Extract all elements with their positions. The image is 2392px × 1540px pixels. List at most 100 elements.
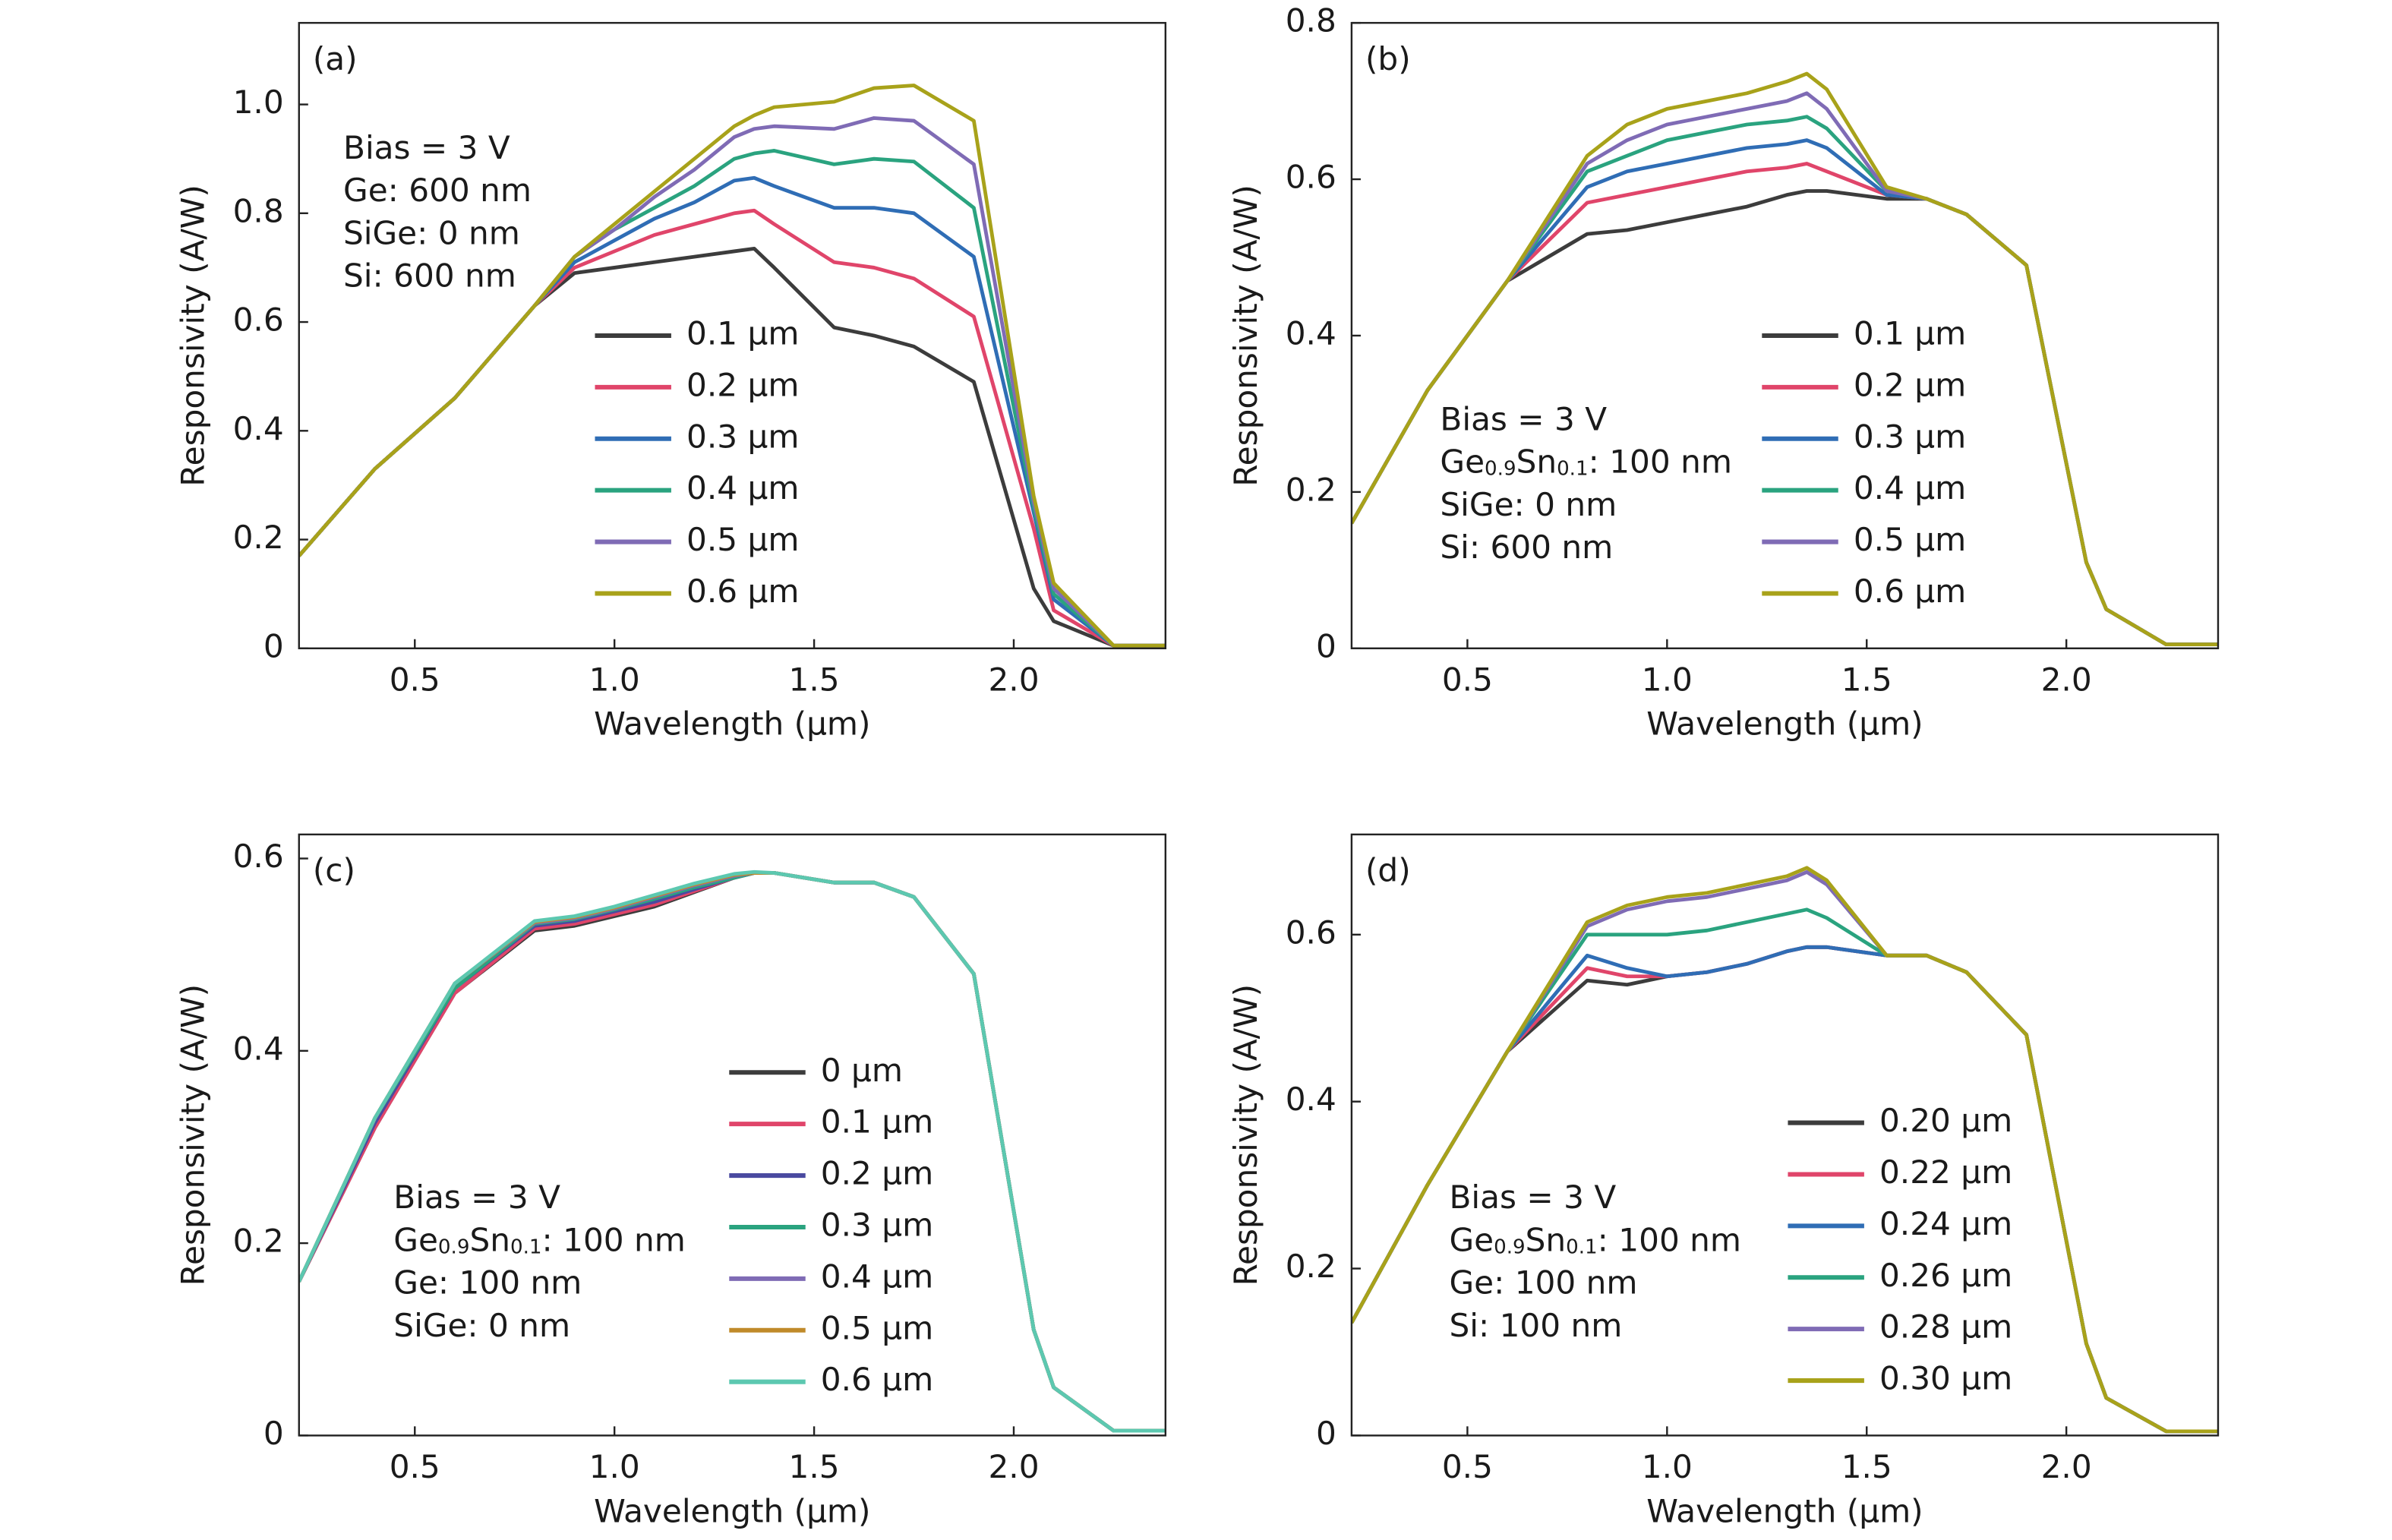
legend-label: 0.1 μm — [1854, 314, 1966, 352]
annotation: Bias = 3 V — [393, 1179, 560, 1216]
annotation-text: Bias = 3 V — [393, 1179, 560, 1216]
x-tick-label: 2.0 — [988, 661, 1039, 698]
annotation-text: Ge — [1440, 443, 1485, 480]
annotation: SiGe: 0 nm — [343, 214, 520, 251]
annotation: Ge0.9Sn0.1: 100 nm — [1440, 443, 1732, 481]
annotation-text: Ge — [1449, 1221, 1494, 1258]
y-tick-label: 0.6 — [233, 301, 284, 339]
x-tick-label: 0.5 — [1442, 661, 1493, 698]
legend-label: 0.2 μm — [686, 366, 799, 403]
y-tick-label: 0.4 — [233, 410, 284, 447]
series-line — [298, 871, 1166, 1433]
annotation: Bias = 3 V — [343, 128, 510, 166]
annotation-subscript: 0.9 — [1494, 1236, 1526, 1259]
y-axis-label: Responsivity (A/W) — [1227, 984, 1264, 1286]
legend-label: 0.4 μm — [686, 469, 799, 506]
annotation-text: : 100 nm — [1589, 443, 1732, 480]
annotation-text: Si: 600 nm — [343, 257, 516, 294]
y-tick-label: 0 — [263, 1415, 284, 1452]
legend-label: 0.5 μm — [686, 521, 799, 558]
y-tick-label: 0.2 — [1286, 471, 1336, 508]
annotation-text: Ge: 100 nm — [1449, 1264, 1637, 1301]
x-tick-label: 1.5 — [789, 1448, 840, 1485]
legend-label: 0.4 μm — [821, 1258, 933, 1295]
series-line — [298, 869, 1166, 1433]
annotation-text: Ge — [393, 1221, 438, 1258]
annotation: SiGe: 0 nm — [1440, 485, 1617, 522]
series-line — [298, 871, 1166, 1433]
legend-label: 0.4 μm — [1854, 469, 1966, 506]
x-axis-label: Wavelength (μm) — [594, 705, 870, 743]
x-tick-label: 1.5 — [1841, 661, 1892, 698]
annotation-text: : 100 nm — [1598, 1221, 1741, 1258]
panel-label: (b) — [1365, 40, 1411, 77]
panel-label: (d) — [1365, 852, 1411, 889]
legend-label: 0.6 μm — [1854, 573, 1966, 610]
series-line — [298, 84, 1166, 648]
annotation-text: SiGe: 0 nm — [343, 214, 520, 251]
legend-label: 0.3 μm — [821, 1206, 933, 1243]
y-tick-label: 0.6 — [1286, 914, 1336, 951]
y-tick-label: 0.8 — [233, 192, 284, 229]
legend-label: 0.30 μm — [1879, 1360, 2012, 1397]
annotation-text: Bias = 3 V — [343, 128, 510, 166]
plot-frame — [1350, 833, 2220, 1437]
legend-label: 0.5 μm — [1854, 521, 1966, 558]
annotation-text: Si: 600 nm — [1440, 529, 1613, 566]
annotation-text: Bias = 3 V — [1440, 400, 1607, 437]
y-tick-label: 0.6 — [1286, 159, 1336, 196]
series-line — [298, 871, 1166, 1433]
y-tick-label: 0 — [1316, 1415, 1336, 1452]
annotation: Ge: 100 nm — [393, 1264, 582, 1301]
x-tick-label: 0.5 — [1442, 1448, 1493, 1485]
annotation-subscript: 0.9 — [438, 1236, 470, 1259]
legend-label: 0.22 μm — [1879, 1153, 2012, 1191]
annotation-subscript: 0.9 — [1485, 458, 1516, 481]
series-line — [1351, 866, 2218, 1434]
legend-label: 0.3 μm — [1854, 418, 1966, 455]
y-tick-label: 0.4 — [1286, 314, 1336, 352]
legend-label: 0.6 μm — [686, 573, 799, 610]
annotation-text: SiGe: 0 nm — [393, 1306, 570, 1343]
x-tick-label: 1.0 — [589, 661, 640, 698]
annotation-text: Ge: 600 nm — [343, 172, 532, 209]
legend-label: 0.24 μm — [1879, 1205, 2012, 1242]
legend-label: 0.20 μm — [1879, 1102, 2012, 1139]
x-tick-label: 2.0 — [2041, 1448, 2092, 1485]
plot-frame — [298, 833, 1167, 1437]
x-tick-label: 1.0 — [1642, 1448, 1693, 1485]
panel-label: (c) — [313, 852, 355, 889]
y-tick-label: 0.2 — [233, 1223, 284, 1260]
legend-label: 0 μm — [821, 1052, 903, 1089]
legend-label: 0.26 μm — [1879, 1257, 2012, 1294]
y-tick-label: 0 — [1316, 627, 1336, 664]
annotation-text: Sn — [1526, 1221, 1567, 1258]
panel-label: (a) — [313, 40, 358, 77]
plot-frame — [298, 21, 1167, 649]
legend-label: 0.2 μm — [1854, 366, 1966, 403]
x-axis-label: Wavelength (μm) — [1646, 1492, 1923, 1529]
legend-label: 0.5 μm — [821, 1309, 933, 1346]
x-tick-label: 1.0 — [589, 1448, 640, 1485]
annotation: Si: 600 nm — [1440, 529, 1613, 566]
annotation: Si: 600 nm — [343, 257, 516, 294]
annotation-text: SiGe: 0 nm — [1440, 485, 1617, 522]
annotation: Bias = 3 V — [1449, 1179, 1616, 1216]
x-tick-label: 1.5 — [1841, 1448, 1892, 1485]
legend-label: 0.1 μm — [686, 314, 799, 352]
annotation-text: : 100 nm — [541, 1221, 685, 1258]
y-tick-label: 0.2 — [233, 519, 284, 556]
series-line — [1351, 71, 2218, 647]
x-tick-label: 1.5 — [789, 661, 840, 698]
annotation-subscript: 0.1 — [1566, 1236, 1598, 1259]
series-line — [298, 871, 1166, 1433]
annotation: Bias = 3 V — [1440, 400, 1607, 437]
series-line — [298, 871, 1166, 1433]
y-tick-label: 0.2 — [1286, 1248, 1336, 1285]
y-axis-label: Responsivity (A/W) — [1227, 185, 1264, 487]
x-axis-label: Wavelength (μm) — [1646, 705, 1923, 743]
annotation-text: Ge: 100 nm — [393, 1264, 582, 1301]
legend-label: 0.6 μm — [821, 1361, 933, 1398]
